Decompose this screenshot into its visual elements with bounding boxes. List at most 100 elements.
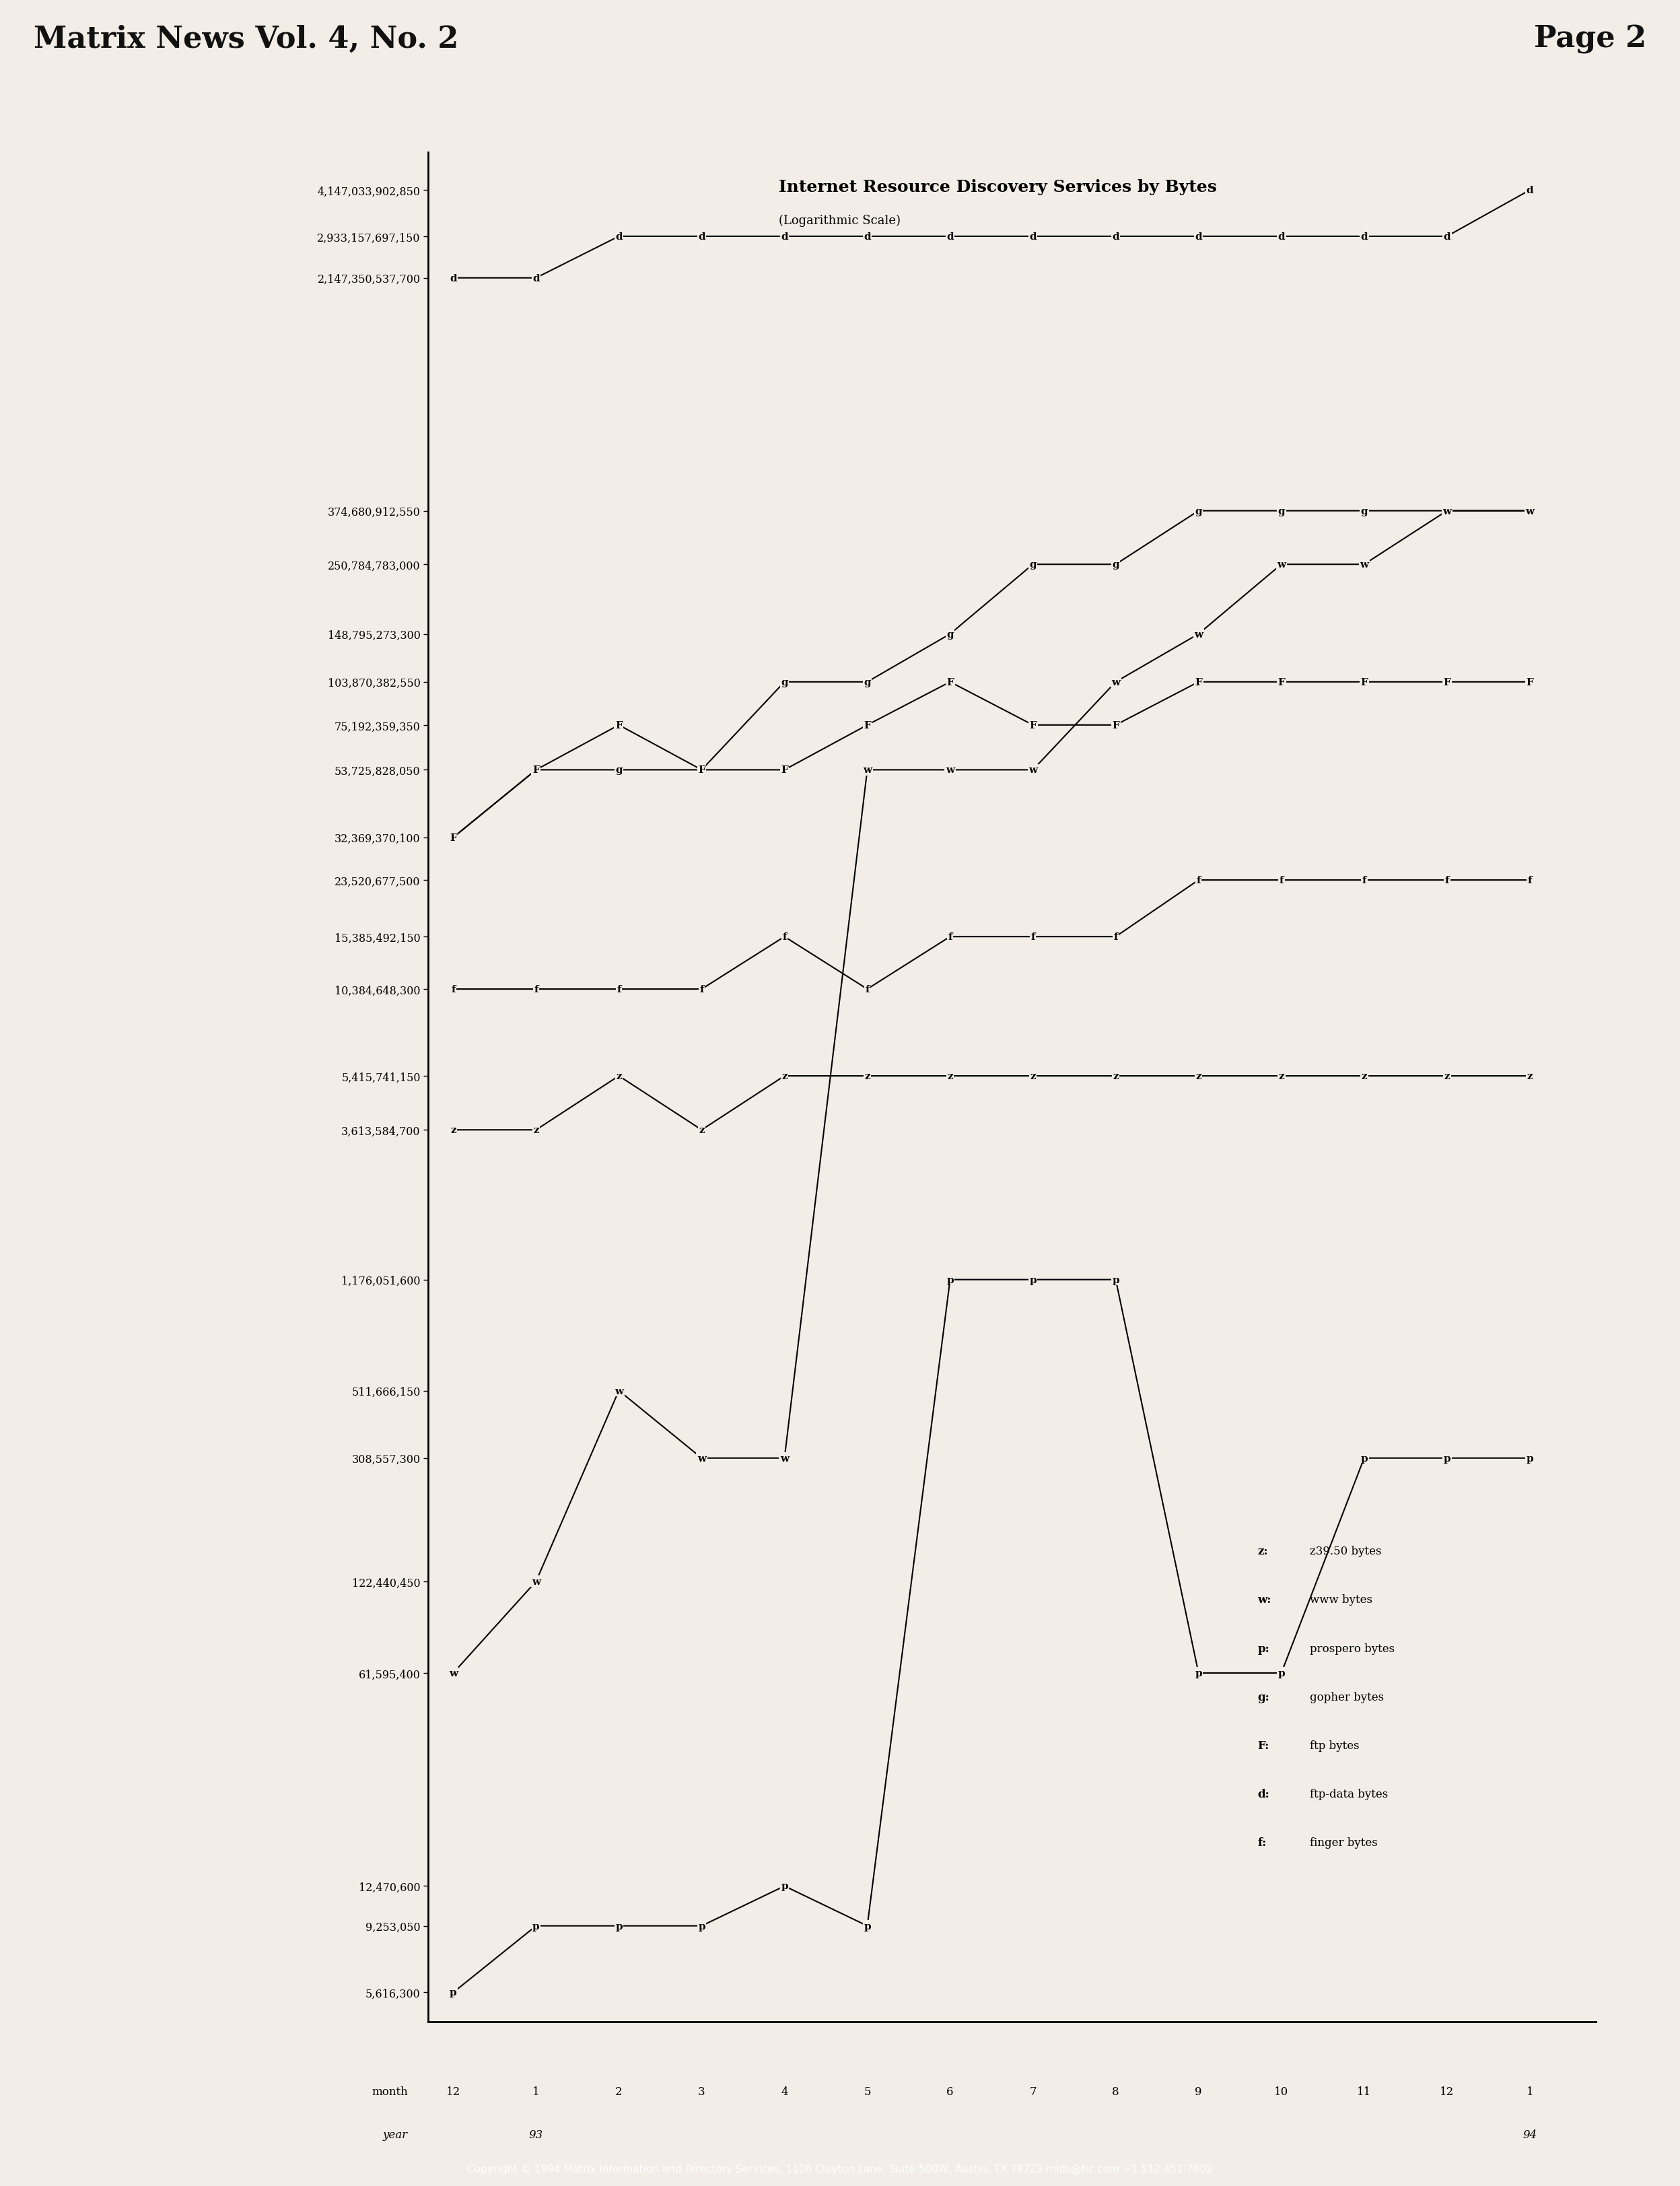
Text: p: p xyxy=(781,1882,788,1891)
Text: 12: 12 xyxy=(447,2085,460,2096)
Text: w: w xyxy=(946,765,954,776)
Text: p: p xyxy=(450,1987,457,1998)
Text: 2: 2 xyxy=(615,2085,622,2096)
Text: F:: F: xyxy=(1257,1740,1268,1751)
Text: z: z xyxy=(1196,1071,1201,1080)
Text: d: d xyxy=(1525,186,1534,195)
Text: F: F xyxy=(1194,678,1203,686)
Text: w:: w: xyxy=(1257,1594,1272,1605)
Text: 12: 12 xyxy=(1440,2085,1455,2096)
Text: F: F xyxy=(1361,678,1368,686)
Text: w: w xyxy=(864,765,872,776)
Text: z: z xyxy=(450,1126,457,1135)
Text: p: p xyxy=(1278,1668,1285,1679)
Text: z: z xyxy=(699,1126,704,1135)
Text: g: g xyxy=(1525,507,1534,516)
Text: w: w xyxy=(697,1454,706,1462)
Text: Matrix News Vol. 4, No. 2: Matrix News Vol. 4, No. 2 xyxy=(34,24,459,55)
Text: f: f xyxy=(1196,877,1201,885)
Text: f: f xyxy=(1445,877,1450,885)
Text: z:: z: xyxy=(1257,1546,1268,1556)
Text: 1: 1 xyxy=(1525,2085,1534,2096)
Text: g: g xyxy=(1194,507,1203,516)
Text: g: g xyxy=(533,765,539,776)
Text: 9: 9 xyxy=(1194,2085,1203,2096)
Text: 3: 3 xyxy=(699,2085,706,2096)
Text: z: z xyxy=(533,1126,539,1135)
Text: f: f xyxy=(1278,877,1284,885)
Text: p: p xyxy=(699,1921,706,1930)
Text: p: p xyxy=(864,1921,870,1930)
Text: F: F xyxy=(864,721,870,730)
Text: z: z xyxy=(1112,1071,1119,1080)
Text: d: d xyxy=(1030,232,1037,243)
Text: w: w xyxy=(1443,507,1452,516)
Text: z: z xyxy=(1445,1071,1450,1080)
Text: g: g xyxy=(1030,560,1037,571)
Text: year: year xyxy=(383,2129,408,2140)
Text: p: p xyxy=(1443,1454,1450,1462)
Text: F: F xyxy=(450,833,457,842)
Text: g: g xyxy=(1361,507,1368,516)
Text: w: w xyxy=(1359,560,1369,571)
Text: p: p xyxy=(615,1921,622,1930)
Text: month: month xyxy=(371,2085,408,2096)
Text: d: d xyxy=(1278,232,1285,243)
Text: 94: 94 xyxy=(1522,2129,1537,2140)
Text: F: F xyxy=(615,721,623,730)
Text: p: p xyxy=(533,1921,539,1930)
Text: 6: 6 xyxy=(946,2085,954,2096)
Text: d: d xyxy=(864,232,870,243)
Text: z: z xyxy=(1361,1071,1368,1080)
Text: 1: 1 xyxy=(533,2085,539,2096)
Text: g:: g: xyxy=(1257,1692,1270,1703)
Text: d: d xyxy=(450,273,457,284)
Text: 5: 5 xyxy=(864,2085,870,2096)
Text: d: d xyxy=(1443,232,1450,243)
Text: z39.50 bytes: z39.50 bytes xyxy=(1310,1546,1381,1556)
Text: d: d xyxy=(1194,232,1203,243)
Text: f: f xyxy=(699,984,704,995)
Text: 11: 11 xyxy=(1357,2085,1371,2096)
Text: w: w xyxy=(1277,560,1285,571)
Text: f: f xyxy=(450,984,455,995)
Text: p: p xyxy=(1361,1454,1368,1462)
Text: f:: f: xyxy=(1257,1836,1267,1849)
Text: g: g xyxy=(1443,507,1450,516)
Text: 10: 10 xyxy=(1273,2085,1289,2096)
Text: ftp-data bytes: ftp-data bytes xyxy=(1310,1788,1388,1799)
Text: p: p xyxy=(1030,1274,1037,1285)
Text: z: z xyxy=(1030,1071,1037,1080)
Text: w: w xyxy=(1194,630,1203,638)
Text: F: F xyxy=(1030,721,1037,730)
Text: g: g xyxy=(864,678,870,686)
Text: d: d xyxy=(1361,232,1368,243)
Text: gopher bytes: gopher bytes xyxy=(1310,1692,1384,1703)
Text: g: g xyxy=(946,630,954,638)
Text: 7: 7 xyxy=(1030,2085,1037,2096)
Text: g: g xyxy=(1112,560,1119,571)
Text: z: z xyxy=(865,1071,870,1080)
Text: w: w xyxy=(531,1576,541,1587)
Text: z: z xyxy=(948,1071,953,1080)
Text: F: F xyxy=(1443,678,1450,686)
Text: f: f xyxy=(617,984,622,995)
Text: F: F xyxy=(946,678,954,686)
Text: d: d xyxy=(699,232,706,243)
Text: F: F xyxy=(533,765,539,776)
Text: d: d xyxy=(1112,232,1119,243)
Text: F: F xyxy=(1278,678,1285,686)
Text: f: f xyxy=(865,984,870,995)
Text: p:: p: xyxy=(1257,1642,1270,1655)
Text: g: g xyxy=(781,678,788,686)
Text: f: f xyxy=(1527,877,1532,885)
Text: 93: 93 xyxy=(529,2129,543,2140)
Text: g: g xyxy=(699,765,706,776)
Text: d: d xyxy=(946,232,954,243)
Text: 4: 4 xyxy=(781,2085,788,2096)
Text: w: w xyxy=(1028,765,1037,776)
Text: (Logarithmic Scale): (Logarithmic Scale) xyxy=(778,214,900,227)
Text: p: p xyxy=(1112,1274,1119,1285)
Text: g: g xyxy=(1278,507,1285,516)
Text: w: w xyxy=(1525,507,1534,516)
